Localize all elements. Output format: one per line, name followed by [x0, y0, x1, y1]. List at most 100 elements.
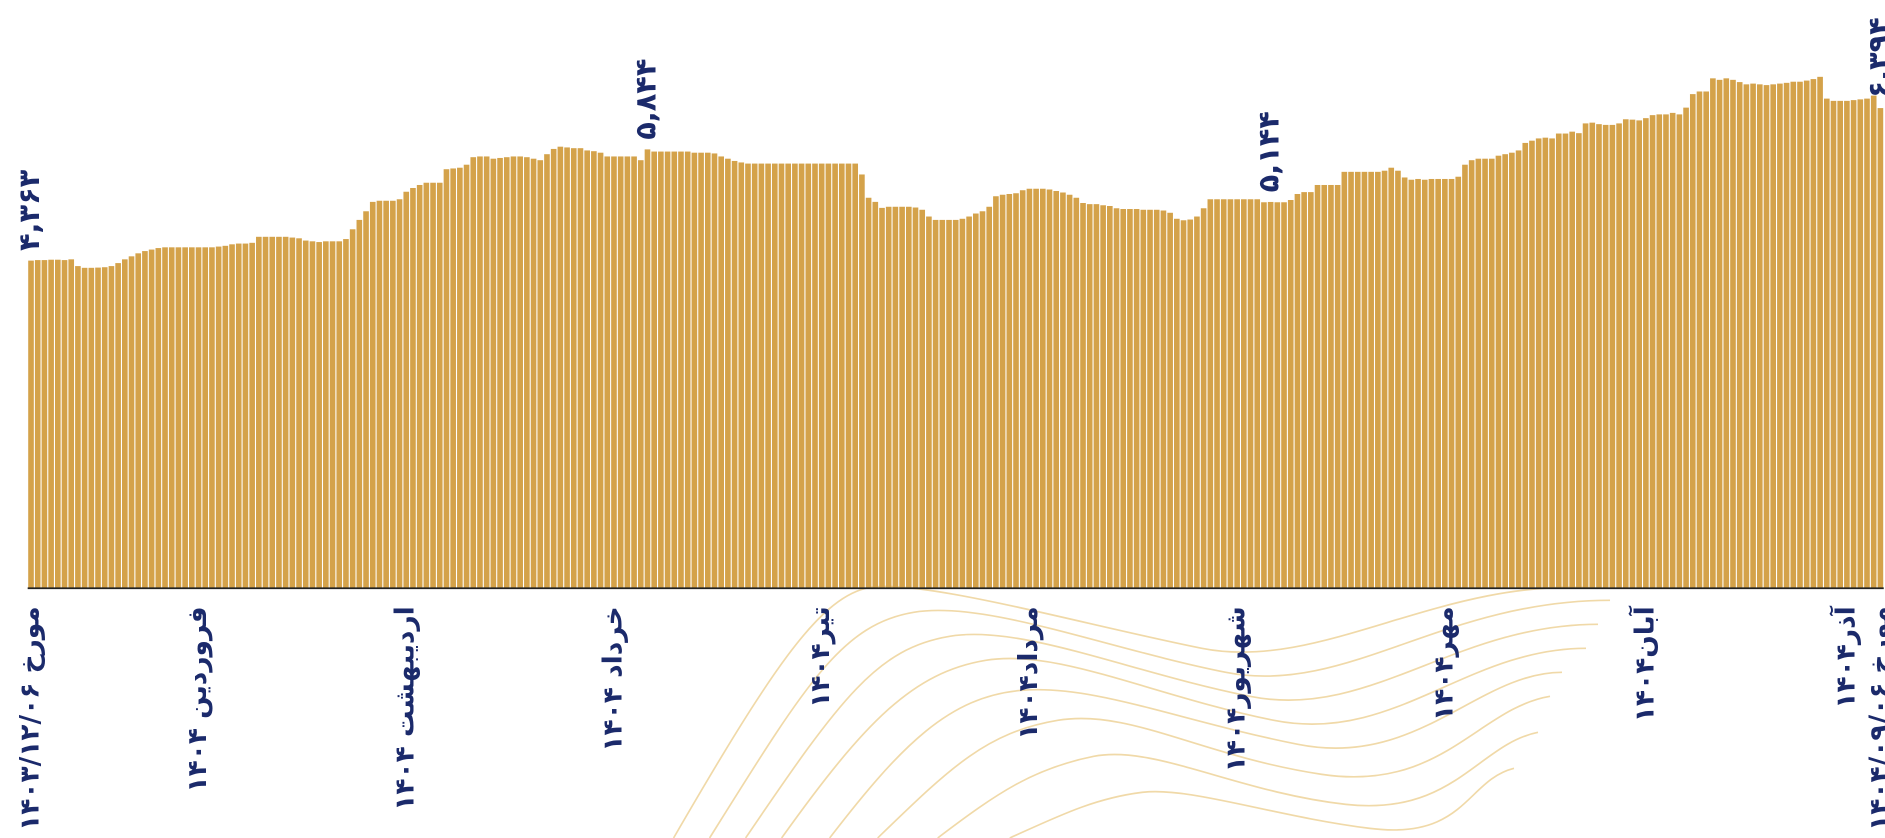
x-tick-label: آبان۱۴۰۴ — [1627, 605, 1660, 722]
bar — [1803, 80, 1810, 589]
bar — [1783, 82, 1790, 589]
bar — [1040, 188, 1046, 589]
wave — [937, 731, 1539, 838]
bar — [1468, 160, 1475, 589]
bar — [1723, 78, 1730, 589]
bar — [818, 163, 825, 589]
x-tick-label: مورخ ۱۴۰۴/۰۹/۰۶ — [1864, 606, 1885, 831]
bar — [363, 211, 369, 589]
bar — [376, 200, 383, 589]
bar — [1763, 85, 1770, 589]
bar — [1502, 154, 1508, 589]
bar — [1643, 118, 1649, 589]
bar — [1482, 158, 1488, 589]
bar — [41, 260, 48, 589]
bar — [1797, 81, 1803, 589]
bar — [1408, 179, 1415, 589]
bar — [1113, 208, 1120, 589]
bar — [899, 206, 905, 589]
bar — [738, 162, 745, 589]
bar — [986, 206, 993, 589]
bar — [517, 156, 523, 589]
x-tick-label: فروردین ۱۴۰۴ — [182, 606, 213, 792]
bar — [1133, 209, 1140, 589]
bar — [1736, 82, 1743, 589]
bar — [262, 236, 269, 589]
bar — [1180, 220, 1187, 589]
bar — [1361, 171, 1368, 589]
x-tick-label: مورخ ۱۴۰۳/۱۲/۰۶ — [15, 606, 46, 831]
bar — [771, 163, 778, 589]
x-tick-label: مهر۱۴۰۴ — [1428, 606, 1459, 721]
bar — [664, 151, 671, 589]
bar — [972, 213, 979, 589]
bar — [597, 152, 604, 589]
bar — [845, 163, 852, 589]
bar — [48, 259, 54, 589]
bar — [1395, 170, 1401, 589]
bar — [999, 194, 1006, 589]
bar — [28, 260, 34, 589]
bar — [1609, 124, 1616, 589]
bar — [812, 163, 818, 589]
bar — [101, 267, 108, 589]
bar — [1153, 209, 1160, 589]
bar — [1830, 100, 1837, 589]
bar — [1174, 218, 1180, 589]
bar — [1663, 114, 1669, 589]
bar — [142, 251, 148, 589]
bar — [584, 150, 590, 589]
bar — [1877, 108, 1884, 589]
bar — [979, 211, 986, 589]
bar — [168, 247, 175, 589]
bar — [778, 163, 785, 589]
bar — [658, 151, 664, 589]
bar — [1442, 178, 1448, 589]
bar — [885, 206, 892, 589]
bar — [276, 236, 282, 589]
bar — [1864, 98, 1870, 589]
bar — [1636, 120, 1642, 589]
bar — [1509, 152, 1515, 589]
bar — [684, 151, 691, 589]
bar — [624, 156, 631, 589]
bar — [229, 244, 235, 589]
bar — [524, 157, 530, 589]
bar — [859, 174, 865, 589]
bar — [329, 241, 336, 589]
bar — [430, 182, 436, 589]
bar — [189, 247, 195, 589]
bar — [651, 151, 657, 589]
data-label: ۴,۳۶۳ — [12, 169, 46, 251]
bar — [725, 158, 731, 589]
bar — [182, 247, 188, 589]
bar — [1616, 123, 1622, 589]
bar — [1046, 189, 1053, 589]
bar — [1790, 81, 1797, 589]
bar — [1086, 204, 1093, 589]
bar — [202, 247, 209, 589]
x-tick-label: خرداد ۱۴۰۴ — [597, 606, 628, 751]
bar — [497, 157, 503, 589]
bar — [403, 191, 410, 589]
bar — [1844, 100, 1850, 589]
bar — [1522, 142, 1529, 589]
bar — [1515, 150, 1522, 589]
bar — [323, 241, 329, 589]
bar — [1401, 177, 1408, 589]
bar — [1716, 79, 1723, 589]
bar — [148, 249, 155, 589]
bar — [939, 219, 946, 589]
bar — [510, 156, 517, 589]
bar — [1234, 199, 1240, 589]
bar — [1019, 190, 1026, 589]
bar — [195, 247, 202, 589]
bar — [932, 219, 939, 589]
bar — [396, 199, 403, 589]
bar — [1649, 115, 1656, 589]
bar — [1582, 123, 1589, 589]
bar — [1770, 84, 1777, 589]
bar — [1308, 192, 1314, 589]
bar — [1870, 95, 1877, 589]
